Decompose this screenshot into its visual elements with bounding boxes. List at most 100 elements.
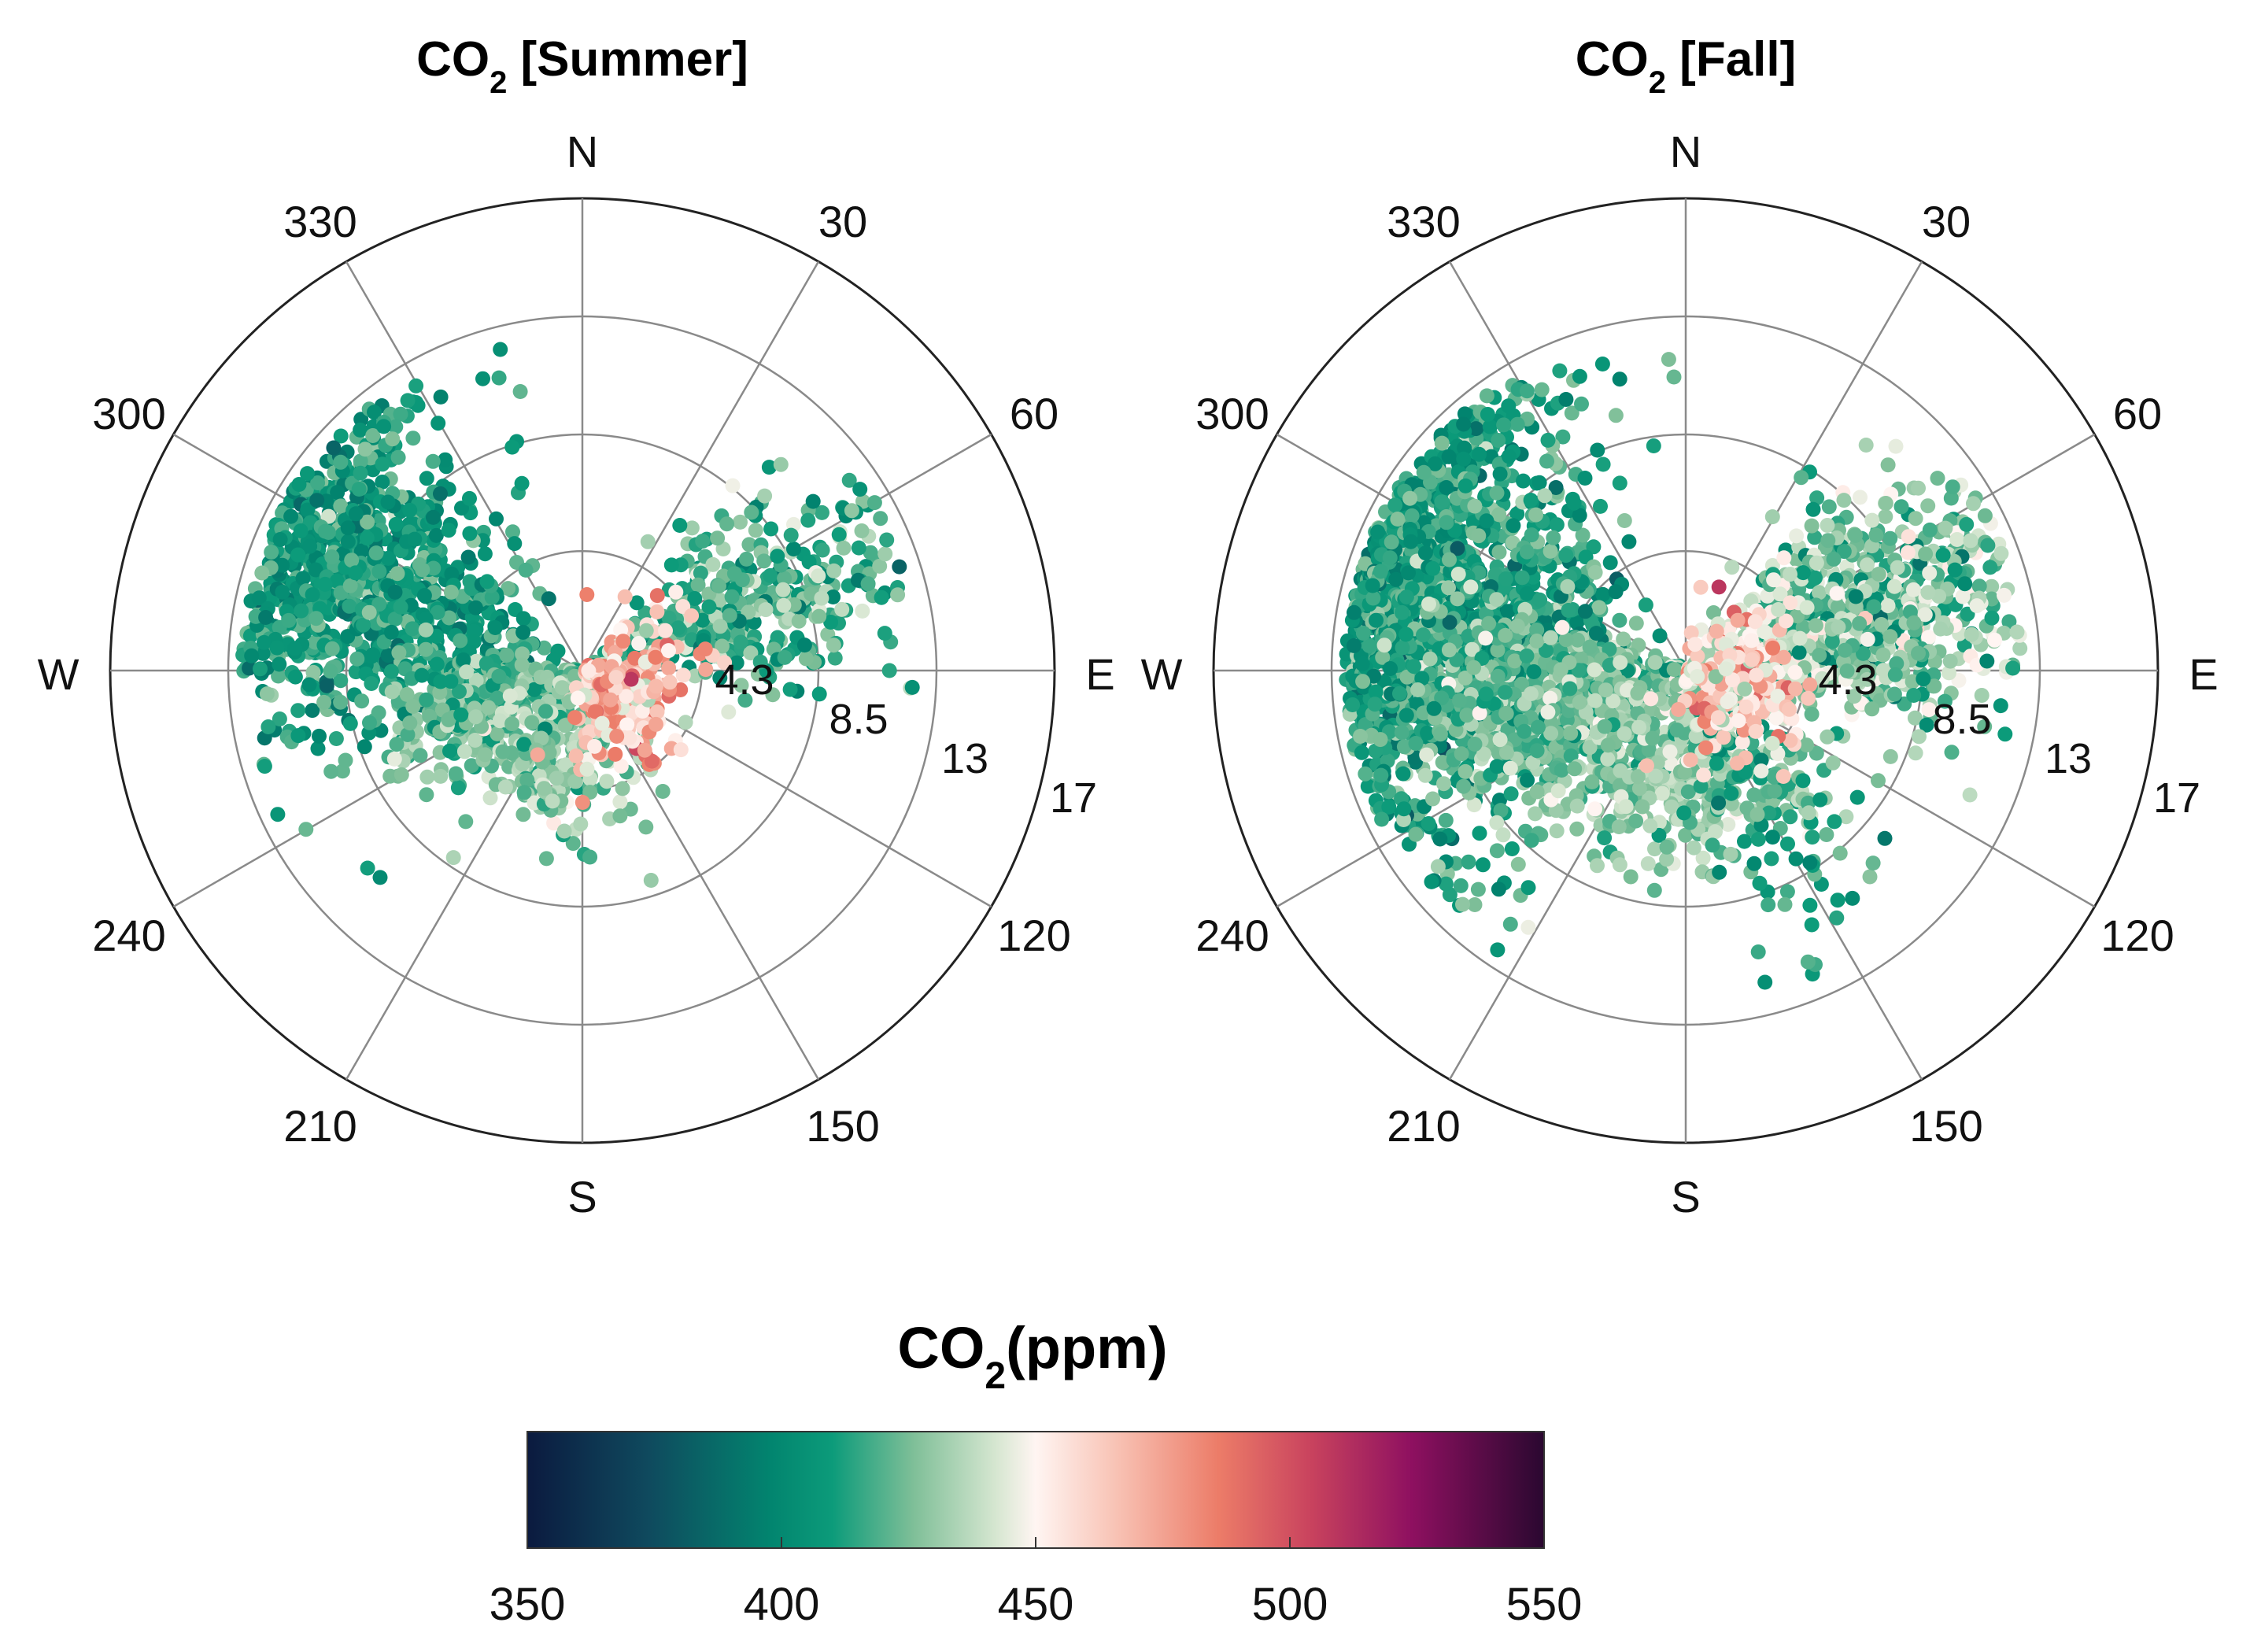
scatter-point — [613, 759, 629, 774]
scatter-point — [1517, 723, 1532, 739]
scatter-point — [698, 662, 714, 678]
scatter-point — [1461, 854, 1476, 870]
scatter-point — [319, 678, 334, 693]
scatter-point — [1524, 833, 1539, 848]
scatter-point — [429, 656, 445, 672]
scatter-point — [340, 534, 356, 549]
polar-plot-fall: CO2 [Fall] N E S W 30 60 120 150 210 240… — [1141, 32, 2219, 1221]
scatter-point — [518, 562, 534, 578]
scatter-point — [371, 564, 387, 579]
scatter-point — [425, 453, 441, 469]
scatter-point — [1491, 545, 1507, 560]
scatter-point — [1489, 759, 1505, 774]
scatter-point — [340, 520, 356, 536]
scatter-point — [649, 704, 665, 719]
scatter-point — [684, 520, 700, 536]
scatter-point — [487, 620, 503, 635]
angle-tick-120: 120 — [997, 911, 1070, 960]
scatter-point — [323, 663, 338, 679]
scatter-point — [1492, 466, 1508, 482]
scatter-point — [281, 612, 297, 628]
scatter-point — [662, 674, 678, 690]
scatter-point — [872, 558, 888, 574]
scatter-point — [364, 676, 379, 691]
scatter-point — [305, 703, 320, 719]
scatter-point — [1504, 841, 1520, 856]
scatter-point — [811, 568, 826, 584]
scatter-point — [615, 634, 631, 649]
scatter-point — [1523, 686, 1539, 701]
scatter-point — [426, 509, 441, 525]
scatter-point — [729, 655, 744, 671]
scatter-point — [763, 521, 779, 537]
scatter-point — [1553, 662, 1568, 678]
scatter-point — [637, 742, 652, 758]
scatter-point — [831, 527, 847, 542]
scatter-point — [800, 512, 816, 528]
scatter-point — [783, 527, 799, 543]
scatter-point — [1398, 626, 1414, 642]
scatter-point — [389, 737, 405, 752]
scatter-point — [581, 663, 597, 678]
scatter-point — [501, 581, 516, 597]
scatter-point — [353, 465, 368, 481]
scatter-point — [663, 557, 679, 573]
scatter-point — [1417, 767, 1433, 783]
scatter-point — [1510, 856, 1526, 872]
scatter-point — [1347, 604, 1361, 620]
scatter-point — [1492, 732, 1508, 748]
scatter-point — [757, 488, 773, 504]
scatter-point — [609, 729, 625, 744]
scatter-point — [826, 589, 841, 604]
scatter-point — [272, 532, 288, 547]
scatter-point — [567, 774, 583, 789]
scatter-point — [1537, 488, 1553, 504]
scatter-point — [258, 610, 274, 625]
scatter-point — [1652, 628, 1668, 644]
scatter-point — [353, 453, 368, 469]
scatter-point — [1459, 708, 1475, 723]
scatter-point — [251, 590, 267, 606]
scatter-point — [661, 660, 677, 676]
scatter-point — [733, 634, 748, 650]
scatter-point — [1390, 512, 1406, 527]
scatter-point — [644, 753, 659, 769]
scatter-point — [453, 707, 469, 723]
scatter-point — [1587, 801, 1603, 817]
scatter-point — [1659, 839, 1675, 855]
scatter-point — [393, 767, 409, 782]
scatter-point — [1597, 719, 1613, 734]
scatter-point — [412, 748, 428, 763]
scatter-point — [851, 540, 866, 556]
scatter-point — [443, 674, 459, 689]
scatter-point — [270, 807, 286, 822]
scatter-point — [791, 613, 807, 629]
scatter-point — [1496, 417, 1512, 433]
scatter-point — [338, 752, 353, 768]
scatter-point — [432, 685, 448, 700]
scatter-point — [333, 498, 349, 514]
scatter-point — [430, 416, 446, 431]
scatter-point — [815, 504, 829, 520]
scatter-point — [1676, 805, 1692, 821]
scatter-point — [1628, 615, 1644, 631]
scatter-point — [684, 608, 700, 623]
scatter-point — [545, 793, 560, 809]
scatter-point — [499, 648, 515, 663]
scatter-point — [649, 588, 665, 604]
scatter-point — [324, 549, 340, 565]
scatter-point — [371, 597, 387, 612]
scatter-point — [479, 574, 495, 589]
scatter-point — [512, 384, 528, 399]
scatter-point — [1587, 662, 1602, 678]
scatter-point — [393, 406, 408, 422]
scatter-point — [1406, 659, 1422, 674]
scatter-point — [826, 638, 841, 653]
scatter-point — [357, 442, 373, 457]
scatter-point — [852, 482, 868, 497]
compass-label-south: S — [567, 1172, 597, 1221]
scatter-point — [608, 670, 624, 686]
scatter-point — [1354, 656, 1370, 671]
scatter-point — [353, 412, 369, 427]
scatter-point — [1442, 552, 1457, 567]
